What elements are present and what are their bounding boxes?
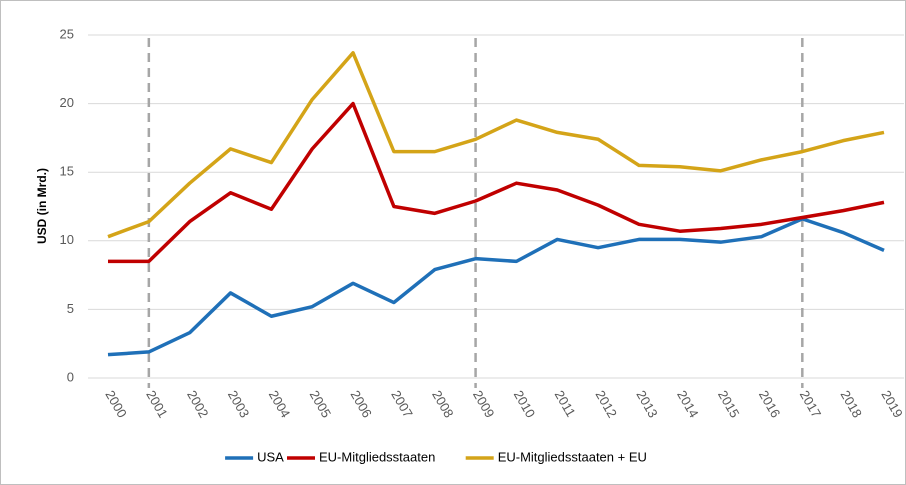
data-line: [108, 101, 885, 264]
y-tick-label: 10: [60, 232, 74, 247]
legend-label: USA: [257, 449, 284, 464]
y-tick-label: 15: [60, 164, 74, 179]
y-tick-label: 0: [67, 369, 74, 384]
legend-label: EU-Mitgliedsstaaten + EU: [498, 449, 647, 464]
y-tick-label: 25: [60, 26, 74, 41]
data-line: [107, 51, 885, 239]
data-line: [107, 217, 885, 357]
legend-label: EU-Mitgliedsstaaten: [319, 449, 435, 464]
y-tick-label: 20: [60, 95, 74, 110]
y-tick-label: 5: [67, 301, 74, 316]
y-axis-label: USD (in Mrd.): [35, 168, 49, 244]
